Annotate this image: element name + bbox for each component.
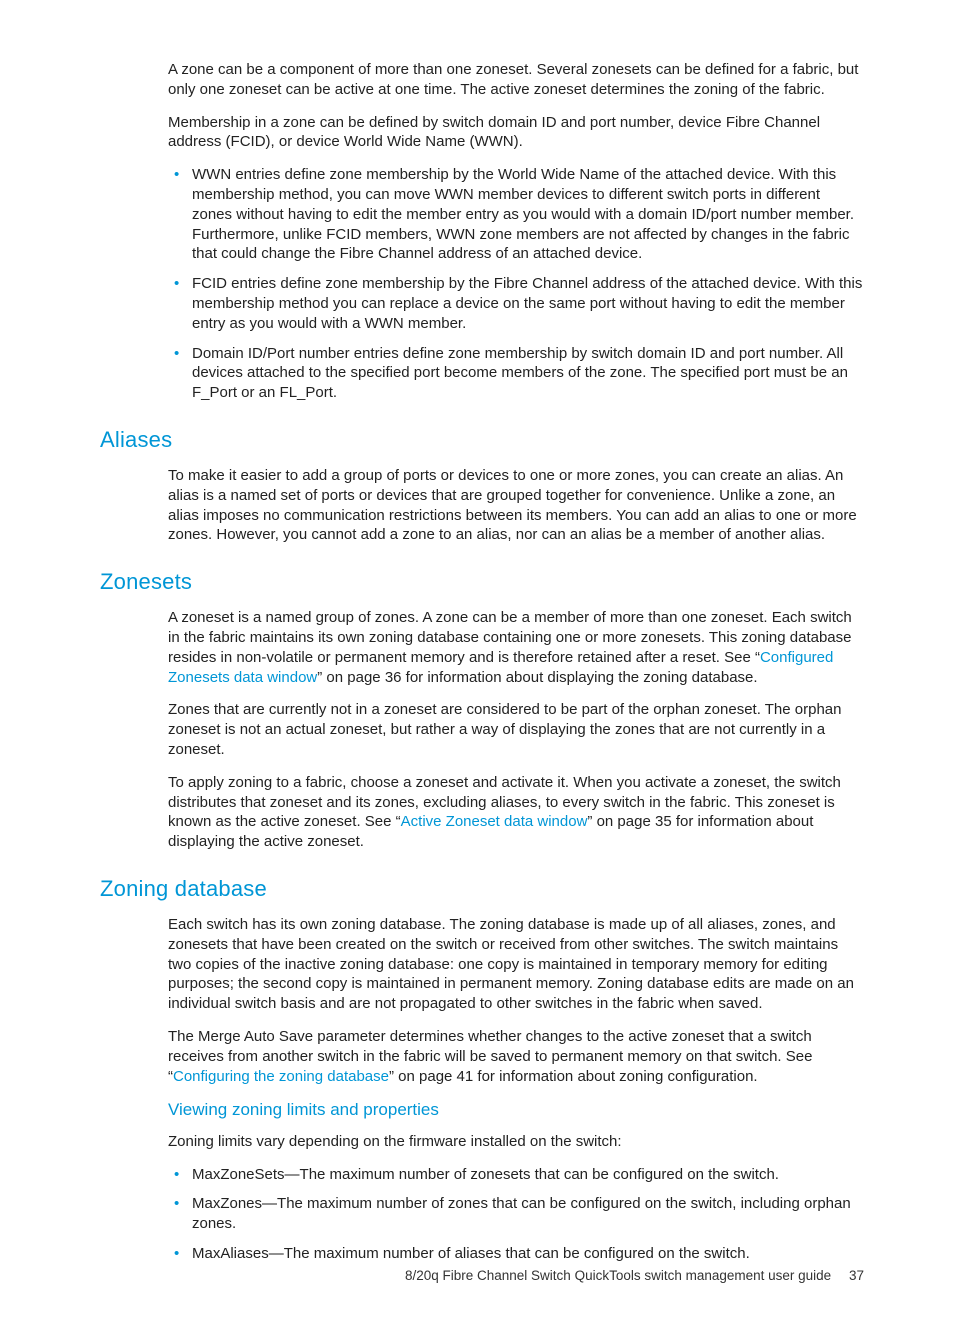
page-number: 37 [849,1268,864,1283]
list-item: MaxZones—The maximum number of zones tha… [192,1194,864,1234]
text-run: A zoneset is a named group of zones. A z… [168,609,852,666]
page: A zone can be a component of more than o… [0,0,954,1317]
intro-para-1: A zone can be a component of more than o… [168,60,864,100]
heading-aliases: Aliases [100,425,864,454]
zonesets-para-1: A zoneset is a named group of zones. A z… [168,608,864,687]
subheading-viewing-limits: Viewing zoning limits and properties [168,1099,864,1121]
zonesets-para-3: To apply zoning to a fabric, choose a zo… [168,773,864,852]
link-active-zoneset[interactable]: Active Zoneset data window [401,813,588,830]
list-item: Domain ID/Port number entries define zon… [192,344,864,403]
page-footer: 8/20q Fibre Channel Switch QuickTools sw… [405,1267,864,1285]
zonesets-para-2: Zones that are currently not in a zonese… [168,700,864,759]
zoningdb-para-2: The Merge Auto Save parameter determines… [168,1027,864,1086]
viewing-limits-intro: Zoning limits vary depending on the firm… [168,1132,864,1152]
zoningdb-para-1: Each switch has its own zoning database.… [168,915,864,1014]
text-run: ” on page 36 for information about displ… [317,669,757,686]
aliases-para: To make it easier to add a group of port… [168,466,864,545]
intro-para-2: Membership in a zone can be defined by s… [168,113,864,153]
content-column: A zone can be a component of more than o… [168,60,864,1264]
limits-bullet-list: MaxZoneSets—The maximum number of zonese… [168,1165,864,1264]
list-item: WWN entries define zone membership by th… [192,165,864,264]
text-run: ” on page 41 for information about zonin… [389,1068,758,1085]
link-configuring-zoning-db[interactable]: Configuring the zoning database [173,1068,389,1085]
intro-bullet-list: WWN entries define zone membership by th… [168,165,864,403]
footer-title: 8/20q Fibre Channel Switch QuickTools sw… [405,1268,831,1283]
heading-zonesets: Zonesets [100,567,864,596]
heading-zoning-database: Zoning database [100,874,864,903]
list-item: MaxAliases—The maximum number of aliases… [192,1244,864,1264]
list-item: MaxZoneSets—The maximum number of zonese… [192,1165,864,1185]
list-item: FCID entries define zone membership by t… [192,274,864,333]
